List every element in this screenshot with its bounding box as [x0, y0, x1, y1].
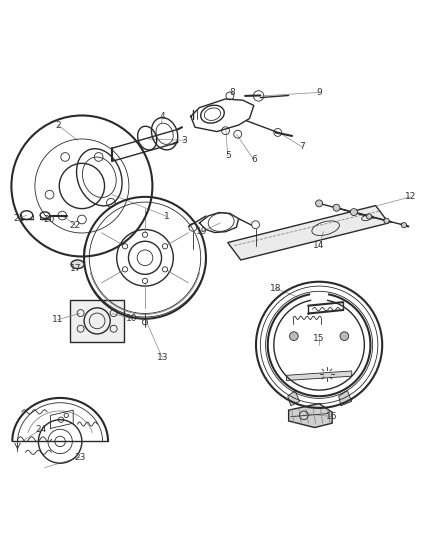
Circle shape	[316, 200, 322, 207]
Text: 22: 22	[70, 221, 81, 230]
Polygon shape	[339, 391, 352, 406]
Text: 2: 2	[55, 120, 61, 130]
Text: 24: 24	[35, 425, 46, 434]
Circle shape	[384, 218, 389, 223]
Text: 5: 5	[225, 151, 230, 160]
Text: 23: 23	[74, 453, 85, 462]
Text: 7: 7	[299, 142, 304, 151]
Text: 18: 18	[270, 284, 281, 293]
Text: 15: 15	[313, 334, 325, 343]
Polygon shape	[228, 206, 389, 260]
Text: 12: 12	[405, 192, 416, 201]
Polygon shape	[70, 300, 124, 342]
Text: 1: 1	[164, 212, 170, 221]
Text: 20: 20	[43, 215, 55, 224]
Circle shape	[367, 214, 372, 219]
Circle shape	[340, 332, 349, 341]
Circle shape	[290, 332, 298, 341]
Text: 19: 19	[196, 227, 207, 236]
Circle shape	[401, 223, 406, 228]
Polygon shape	[288, 391, 300, 406]
Ellipse shape	[71, 260, 84, 269]
Text: 17: 17	[70, 264, 81, 273]
Text: 8: 8	[229, 88, 235, 97]
Text: 10: 10	[126, 314, 138, 323]
Text: 6: 6	[251, 156, 257, 164]
Text: 13: 13	[157, 353, 168, 362]
Text: 9: 9	[316, 88, 322, 97]
Polygon shape	[286, 371, 352, 381]
Text: 21: 21	[13, 214, 25, 223]
Circle shape	[333, 204, 340, 211]
Polygon shape	[289, 403, 332, 427]
Text: 16: 16	[326, 412, 338, 421]
Text: 3: 3	[181, 136, 187, 145]
Text: 11: 11	[52, 315, 64, 324]
Circle shape	[350, 208, 357, 215]
Text: 4: 4	[159, 112, 165, 121]
Text: 14: 14	[314, 241, 325, 250]
